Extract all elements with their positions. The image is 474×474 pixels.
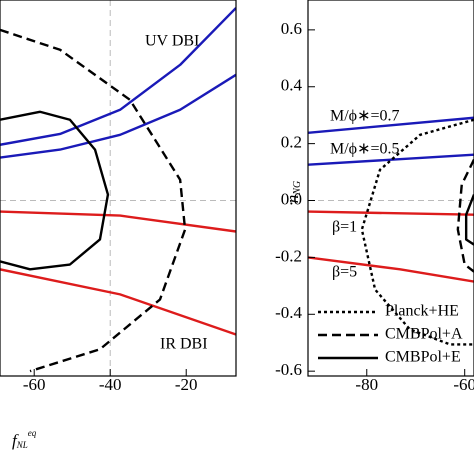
x-tick-label: -80	[355, 375, 378, 394]
y-tick-label: 0.0	[281, 189, 302, 208]
y-label-main: n	[283, 195, 302, 204]
y-label-sub: NG	[292, 181, 303, 196]
curve	[0, 210, 236, 233]
x-label-sub: NL	[16, 440, 28, 450]
y-tick-label: -0.6	[275, 360, 302, 379]
curve	[308, 116, 474, 135]
plot-area	[0, 0, 236, 376]
annotation: β=1	[332, 219, 357, 236]
annotation: β=5	[332, 264, 357, 281]
curve	[0, 110, 110, 271]
frame	[307, 0, 474, 377]
y-tick-label: -0.2	[275, 246, 302, 265]
curve	[0, 28, 187, 373]
legend-label: CMBPol+E	[385, 349, 461, 366]
curve	[308, 153, 474, 166]
legend-label: CMBPol+A	[385, 326, 463, 343]
x-tick-label: -40	[99, 375, 122, 394]
x-tick-label: -20	[175, 375, 198, 394]
annotation: IR DBI	[160, 336, 208, 353]
annotation: UV DBI	[145, 33, 199, 50]
x-tick-label: -60	[23, 375, 46, 394]
curve	[456, 159, 474, 273]
x-label-main: f	[12, 431, 19, 450]
legend-label: Planck+HE	[385, 303, 459, 320]
annotation: M/ϕ∗=0.5	[330, 141, 400, 158]
frame	[0, 0, 237, 377]
curve	[0, 73, 236, 159]
y-tick-label: -0.4	[275, 303, 302, 322]
y-tick-label: 0.6	[281, 19, 302, 38]
curve	[464, 194, 474, 246]
curve	[308, 210, 474, 216]
y-tick-label: 0.4	[281, 76, 303, 95]
x-label-sup: eq	[28, 428, 37, 438]
x-tick-label: -60	[453, 375, 474, 394]
curve	[0, 7, 236, 146]
y-tick-label: 0.2	[281, 133, 302, 152]
y-axis-label: nNG	[283, 181, 303, 203]
x-axis-label: fNLeq	[12, 428, 37, 450]
annotation: M/ϕ∗=0.7	[330, 108, 400, 125]
curve	[308, 256, 474, 283]
plot-area	[308, 116, 474, 346]
curve	[0, 268, 236, 336]
